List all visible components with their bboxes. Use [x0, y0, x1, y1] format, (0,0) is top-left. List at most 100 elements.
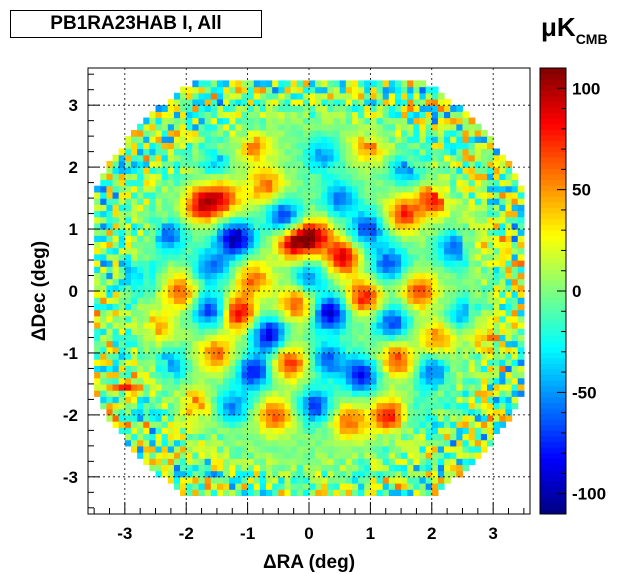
map-cell: [382, 229, 390, 236]
map-cell: [235, 483, 243, 490]
map-cell: [229, 414, 236, 422]
map-cell: [364, 235, 371, 243]
map-cell: [321, 86, 329, 94]
map-cell: [309, 154, 316, 162]
map-cell: [173, 402, 181, 410]
map-cell: [223, 309, 230, 317]
map-cell: [401, 111, 408, 119]
map-cell: [161, 328, 169, 335]
map-cell: [137, 297, 144, 304]
map-cell: [358, 439, 365, 447]
map-cell: [272, 148, 279, 156]
map-cell: [388, 334, 396, 342]
map-cell: [223, 297, 230, 304]
map-cell: [167, 167, 175, 174]
map-cell: [284, 458, 292, 466]
map-cell: [474, 142, 482, 150]
map-cell: [198, 198, 206, 205]
map-cell: [296, 421, 304, 428]
map-cell: [456, 328, 464, 335]
map-cell: [290, 173, 298, 181]
map-cell: [302, 352, 310, 360]
map-cell: [198, 470, 206, 478]
map-cell: [333, 402, 341, 410]
map-cell: [462, 321, 470, 329]
map-cell: [284, 266, 292, 274]
map-cell: [370, 148, 378, 156]
map-cell: [290, 241, 298, 249]
map-cell: [130, 167, 138, 174]
map-cell: [290, 105, 298, 112]
map-cell: [290, 315, 298, 323]
map-cell: [431, 303, 439, 311]
map-cell: [394, 92, 402, 100]
map-cell: [290, 359, 298, 366]
map-cell: [296, 129, 304, 137]
map-cell: [241, 142, 249, 150]
map-cell: [493, 315, 500, 323]
map-cell: [216, 340, 224, 348]
map-cell: [118, 303, 126, 311]
map-cell: [388, 489, 396, 497]
map-cell: [376, 198, 384, 205]
map-cell: [100, 241, 108, 249]
map-cell: [480, 284, 488, 292]
map-cell: [309, 445, 316, 453]
map-cell: [259, 340, 267, 348]
map-cell: [266, 383, 273, 391]
map-cell: [155, 204, 163, 212]
map-cell: [450, 309, 457, 317]
map-cell: [345, 98, 353, 106]
map-cell: [284, 408, 292, 416]
map-cell: [351, 229, 359, 236]
map-cell: [272, 92, 279, 100]
map-cell: [216, 452, 224, 459]
map-cell: [100, 278, 108, 286]
map-cell: [376, 427, 384, 435]
map-cell: [186, 247, 193, 255]
map-cell: [517, 272, 525, 280]
map-cell: [198, 309, 206, 317]
map-cell: [462, 346, 470, 354]
map-cell: [278, 377, 286, 385]
map-cell: [266, 272, 273, 280]
map-cell: [216, 427, 224, 435]
map-cell: [223, 402, 230, 410]
map-cell: [167, 383, 175, 391]
map-cell: [505, 260, 513, 267]
map-cell: [321, 303, 329, 311]
map-cell: [450, 402, 457, 410]
map-cell: [259, 483, 267, 490]
map-cell: [198, 427, 206, 435]
map-cell: [401, 247, 408, 255]
map-cell: [130, 247, 138, 255]
map-cell: [511, 241, 519, 249]
map-cell: [210, 191, 218, 199]
map-cell: [339, 105, 347, 112]
map-cell: [450, 253, 457, 261]
map-cell: [431, 402, 439, 410]
map-cell: [278, 328, 286, 335]
map-cell: [487, 136, 494, 143]
map-cell: [100, 173, 108, 181]
map-cell: [186, 359, 193, 366]
map-cell: [431, 154, 439, 162]
map-cell: [431, 383, 439, 391]
map-cell: [487, 371, 494, 379]
map-cell: [259, 421, 267, 428]
map-cell: [204, 253, 212, 261]
map-cell: [407, 476, 414, 484]
map-cell: [351, 210, 359, 218]
map-cell: [401, 148, 408, 156]
map-cell: [388, 427, 396, 435]
map-cell: [431, 160, 439, 168]
map-cell: [278, 352, 286, 360]
map-cell: [161, 111, 169, 119]
map-cell: [444, 383, 451, 391]
map-cell: [210, 390, 218, 397]
map-cell: [493, 421, 500, 428]
map-cell: [351, 328, 359, 335]
map-cell: [333, 371, 341, 379]
map-cell: [419, 383, 427, 391]
map-cell: [407, 489, 414, 497]
